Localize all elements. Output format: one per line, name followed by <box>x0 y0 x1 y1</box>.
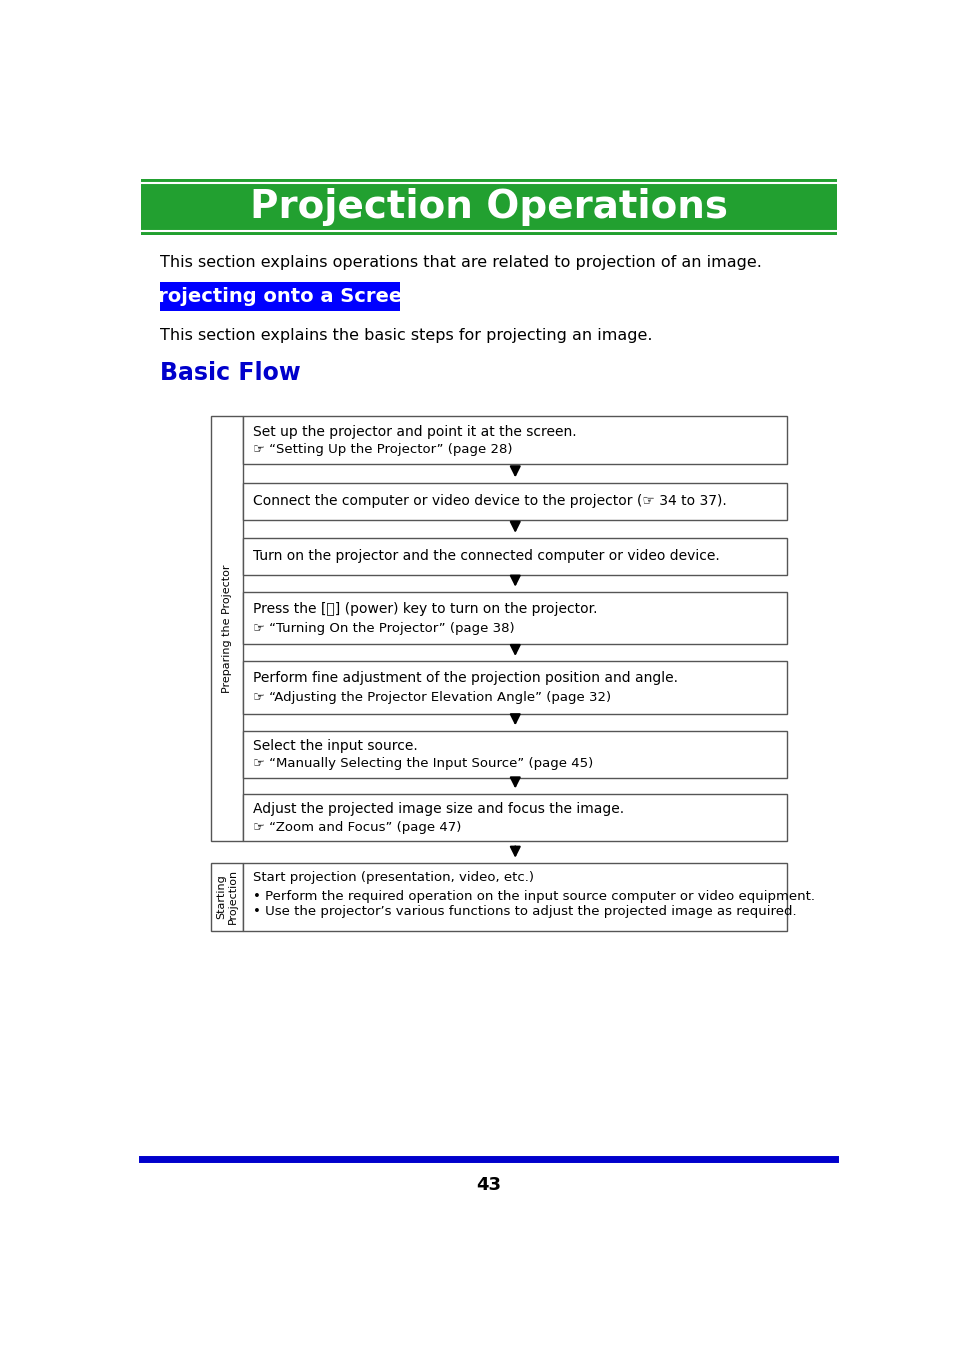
Text: Projection Operations: Projection Operations <box>250 188 727 226</box>
Text: ☞ “Turning On the Projector” (page 38): ☞ “Turning On the Projector” (page 38) <box>253 622 514 635</box>
Text: Set up the projector and point it at the screen.: Set up the projector and point it at the… <box>253 425 576 438</box>
Bar <box>243 730 786 779</box>
Text: This section explains operations that are related to projection of an image.: This section explains operations that ar… <box>159 254 760 269</box>
Text: Starting
Projection: Starting Projection <box>216 869 237 925</box>
Bar <box>243 416 786 464</box>
Bar <box>243 863 786 930</box>
Bar <box>243 483 786 519</box>
Text: 43: 43 <box>476 1176 501 1194</box>
Text: Select the input source.: Select the input source. <box>253 738 416 753</box>
Bar <box>243 661 786 714</box>
Bar <box>211 416 243 841</box>
Text: This section explains the basic steps for projecting an image.: This section explains the basic steps fo… <box>159 327 651 343</box>
Text: ☞ “Adjusting the Projector Elevation Angle” (page 32): ☞ “Adjusting the Projector Elevation Ang… <box>253 691 610 704</box>
Text: Projecting onto a Screen: Projecting onto a Screen <box>144 287 416 306</box>
Bar <box>243 538 786 575</box>
Text: Start projection (presentation, video, etc.): Start projection (presentation, video, e… <box>253 871 533 884</box>
Text: Basic Flow: Basic Flow <box>159 361 300 385</box>
Text: Adjust the projected image size and focus the image.: Adjust the projected image size and focu… <box>253 802 623 815</box>
Text: • Use the projector’s various functions to adjust the projected image as require: • Use the projector’s various functions … <box>253 906 796 918</box>
Bar <box>141 180 836 235</box>
Bar <box>243 592 786 645</box>
Text: ☞ “Setting Up the Projector” (page 28): ☞ “Setting Up the Projector” (page 28) <box>253 443 512 456</box>
Text: Connect the computer or video device to the projector (☞ 34 to 37).: Connect the computer or video device to … <box>253 493 725 508</box>
Bar <box>159 281 399 311</box>
Text: Turn on the projector and the connected computer or video device.: Turn on the projector and the connected … <box>253 549 719 564</box>
Text: Press the [⏻] (power) key to turn on the projector.: Press the [⏻] (power) key to turn on the… <box>253 602 597 615</box>
Text: Perform fine adjustment of the projection position and angle.: Perform fine adjustment of the projectio… <box>253 671 677 685</box>
Text: ☞ “Manually Selecting the Input Source” (page 45): ☞ “Manually Selecting the Input Source” … <box>253 757 592 771</box>
Text: • Perform the required operation on the input source computer or video equipment: • Perform the required operation on the … <box>253 891 814 903</box>
Bar <box>211 863 243 930</box>
Text: ☞ “Zoom and Focus” (page 47): ☞ “Zoom and Focus” (page 47) <box>253 821 460 834</box>
Bar <box>243 794 786 841</box>
Text: Preparing the Projector: Preparing the Projector <box>222 565 232 694</box>
